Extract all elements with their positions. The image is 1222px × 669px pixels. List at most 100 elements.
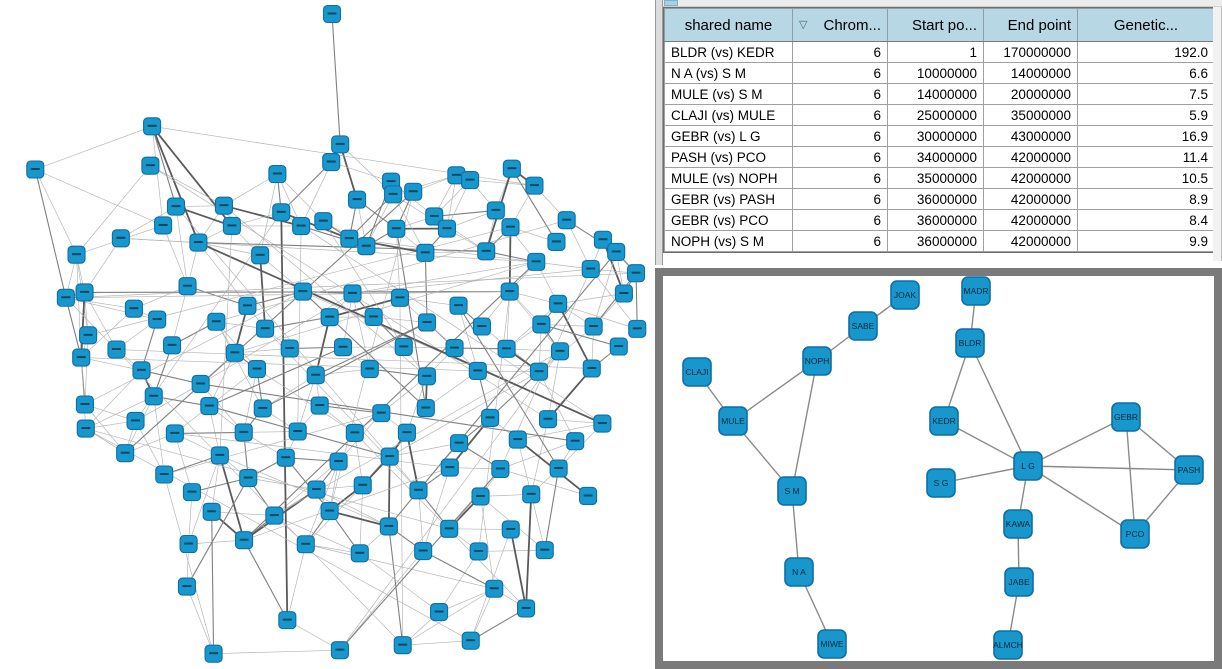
network-node[interactable] (384, 185, 403, 204)
network-node[interactable] (440, 519, 459, 538)
network-node[interactable] (265, 506, 284, 525)
network-node[interactable] (247, 360, 267, 379)
network-node[interactable] (296, 535, 315, 554)
network-edge[interactable] (234, 261, 537, 354)
network-edge[interactable] (319, 405, 382, 414)
network-node[interactable] (189, 233, 208, 252)
network-node[interactable] (437, 219, 456, 238)
network-edge[interactable] (593, 251, 617, 327)
network-edge[interactable] (791, 360, 818, 492)
network-edge[interactable] (259, 173, 278, 256)
table-row[interactable]: PASH (vs) PCO 6 34000000 42000000 11.4 (664, 146, 1215, 168)
network-edge[interactable] (219, 225, 233, 456)
network-node[interactable] (508, 430, 527, 449)
network-node[interactable] (614, 284, 633, 303)
network-node[interactable] (333, 338, 353, 357)
network-edge[interactable] (500, 468, 589, 497)
network-node[interactable] (353, 476, 372, 495)
network-node[interactable] (148, 310, 167, 329)
network-edge[interactable] (547, 367, 593, 420)
network-node[interactable] (343, 284, 362, 303)
network-node[interactable]: GEBR (1111, 402, 1141, 432)
network-edge[interactable] (558, 303, 638, 330)
network-edge[interactable] (438, 588, 495, 613)
network-node[interactable] (26, 160, 45, 179)
network-edge[interactable] (243, 539, 288, 621)
network-edge[interactable] (277, 173, 324, 222)
network-edge[interactable] (191, 477, 249, 493)
network-edge[interactable] (349, 238, 591, 270)
network-edge[interactable] (547, 351, 561, 420)
network-edge[interactable] (256, 368, 355, 434)
network-node[interactable] (477, 242, 496, 261)
network-node[interactable] (155, 465, 174, 484)
network-node[interactable] (582, 359, 601, 378)
network-edge[interactable] (274, 515, 360, 554)
network-edge[interactable] (297, 375, 317, 432)
network-node[interactable] (141, 156, 160, 175)
network-edge[interactable] (509, 529, 527, 609)
network-node[interactable] (404, 182, 423, 201)
table-row[interactable]: NOPH (vs) S M 6 36000000 42000000 9.9 (664, 230, 1215, 252)
network-edge[interactable] (530, 494, 546, 551)
network-edge[interactable] (216, 321, 264, 409)
network-node[interactable] (593, 414, 612, 433)
network-node[interactable] (447, 166, 466, 185)
network-node[interactable] (253, 399, 272, 418)
network-node[interactable] (234, 423, 253, 442)
network-node[interactable] (310, 396, 329, 415)
overview-network-pane[interactable] (0, 0, 655, 669)
network-node[interactable] (417, 367, 436, 386)
network-edge[interactable] (116, 349, 592, 369)
network-edge[interactable] (120, 237, 537, 263)
network-node[interactable] (416, 398, 435, 418)
network-edge[interactable] (280, 161, 332, 213)
network-edge[interactable] (525, 494, 533, 609)
network-edge[interactable] (352, 291, 510, 294)
network-node[interactable] (162, 336, 182, 355)
network-node[interactable] (322, 152, 341, 172)
network-edge[interactable] (186, 586, 214, 654)
network-node[interactable] (579, 486, 598, 506)
network-node[interactable] (293, 282, 312, 301)
network-edge[interactable] (339, 550, 424, 651)
network-node[interactable]: PASH (1174, 455, 1204, 485)
network-node[interactable] (430, 602, 449, 622)
network-edge[interactable] (243, 261, 537, 541)
network-node[interactable] (207, 312, 226, 331)
network-node[interactable] (550, 342, 570, 361)
network-node[interactable] (202, 502, 221, 521)
network-edge[interactable] (81, 357, 478, 372)
network-edge[interactable] (35, 169, 164, 226)
network-edge[interactable] (211, 511, 215, 654)
network-edge[interactable] (329, 510, 390, 528)
network-node[interactable] (581, 259, 600, 279)
network-node[interactable] (132, 361, 151, 380)
network-edge[interactable] (1027, 465, 1190, 471)
table-row[interactable]: GEBR (vs) PASH 6 36000000 42000000 8.9 (664, 188, 1215, 210)
network-node[interactable] (461, 631, 480, 650)
network-node[interactable] (75, 283, 94, 302)
network-edge[interactable] (1125, 416, 1136, 535)
network-edge[interactable] (544, 468, 560, 551)
network-node[interactable]: BLDR (955, 328, 985, 358)
network-edge[interactable] (339, 144, 358, 200)
network-node[interactable] (330, 641, 349, 660)
network-node[interactable]: MIWE (817, 629, 847, 659)
network-edge[interactable] (80, 357, 87, 429)
network-node[interactable]: S M (777, 476, 807, 506)
table-row[interactable]: BLDR (vs) KEDR 6 1 170000000 192.0 (664, 41, 1215, 63)
network-node[interactable] (143, 117, 162, 136)
network-node[interactable] (372, 404, 391, 423)
network-node[interactable] (107, 340, 126, 359)
network-node[interactable] (416, 243, 435, 262)
network-edge[interactable] (558, 293, 624, 305)
network-node[interactable] (500, 282, 519, 301)
network-edge[interactable] (120, 206, 177, 239)
network-node[interactable] (607, 242, 626, 261)
network-node[interactable] (609, 337, 628, 356)
detail-network-canvas[interactable]: JOAK MADR SABE BLDR NOPH CLAJI KEDR GEBR MULE L G… (663, 276, 1214, 661)
network-node[interactable] (56, 288, 75, 307)
network-edge[interactable] (187, 285, 248, 307)
network-node[interactable] (251, 246, 270, 265)
